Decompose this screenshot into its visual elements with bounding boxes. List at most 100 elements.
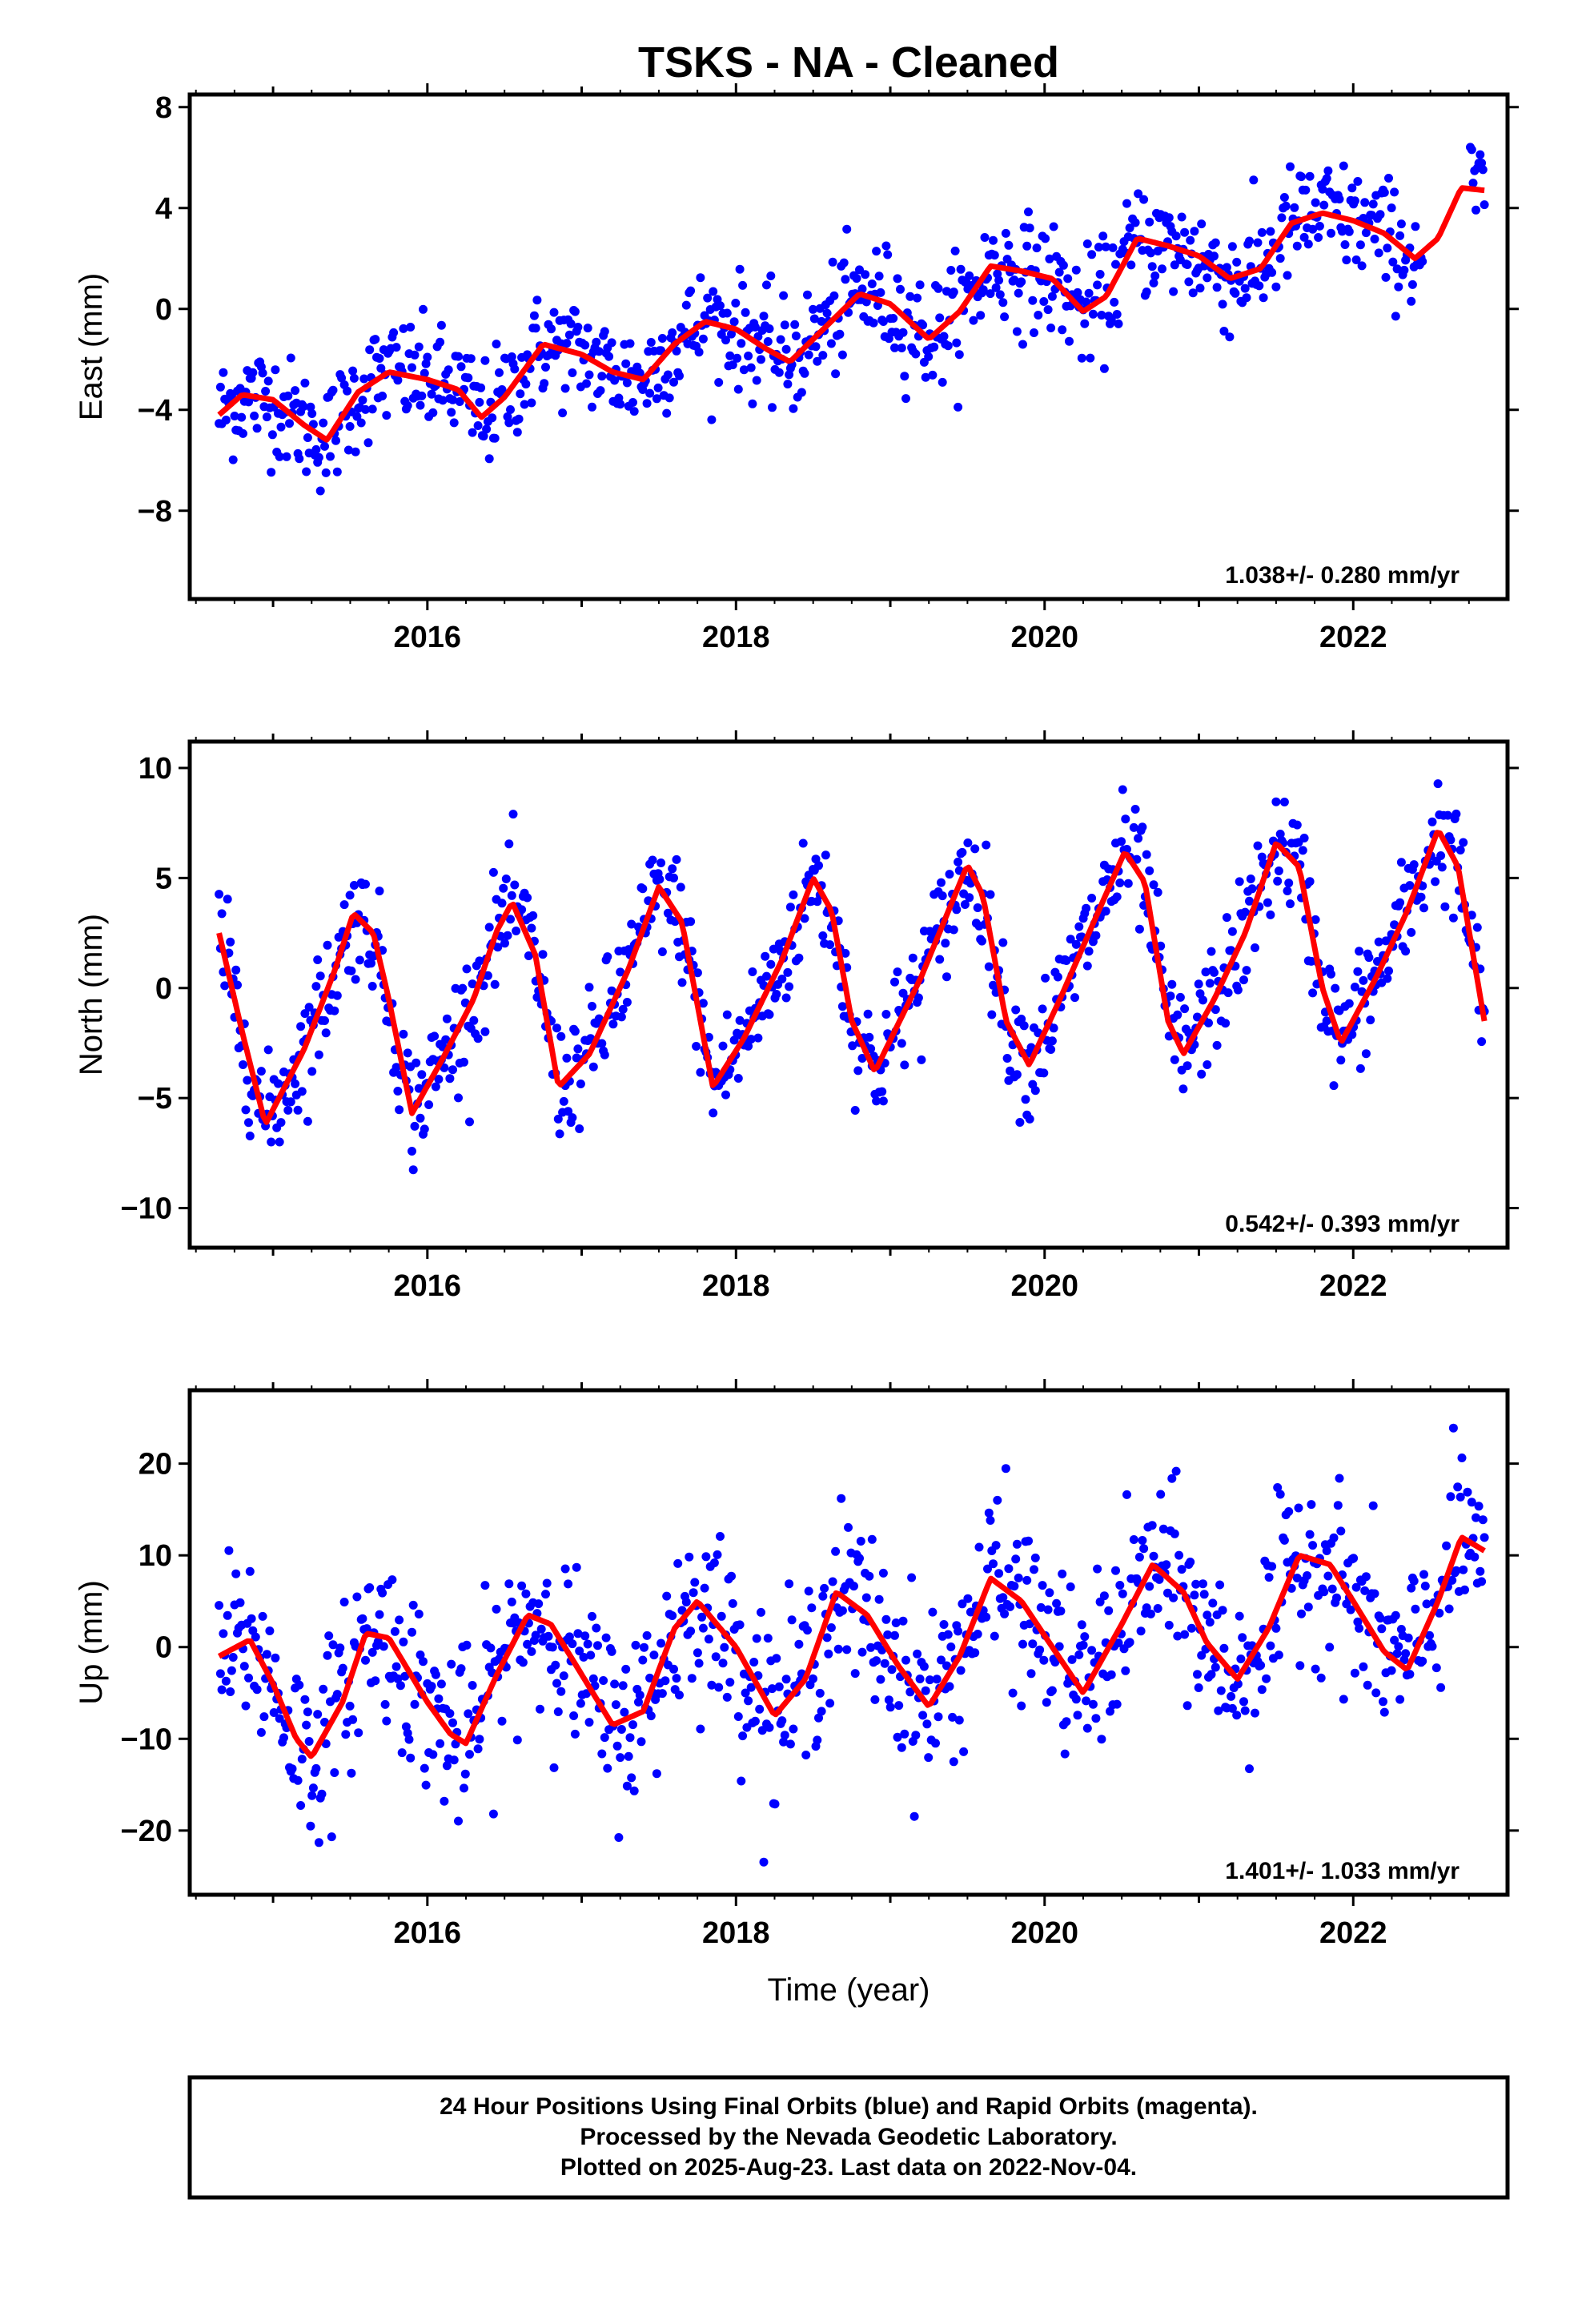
- data-point: [1215, 1580, 1225, 1590]
- data-point: [1427, 1642, 1437, 1651]
- data-point: [714, 378, 724, 387]
- data-point: [1474, 1502, 1484, 1511]
- data-point: [428, 408, 438, 417]
- data-point: [1387, 203, 1396, 213]
- data-point: [486, 1643, 496, 1653]
- data-point: [1446, 1492, 1456, 1502]
- data-point: [750, 1716, 760, 1726]
- data-point: [867, 279, 877, 288]
- data-point: [1211, 1005, 1220, 1015]
- data-point: [759, 1857, 769, 1867]
- data-point: [697, 1612, 707, 1622]
- data-point: [1275, 254, 1285, 263]
- data-point: [1240, 907, 1250, 917]
- data-point: [655, 875, 665, 884]
- data-point: [1169, 287, 1178, 296]
- data-point: [1379, 1697, 1387, 1707]
- data-point: [970, 1648, 980, 1658]
- data-point: [482, 424, 492, 434]
- data-point: [1279, 193, 1289, 202]
- data-point: [521, 380, 531, 389]
- data-point: [1370, 235, 1379, 243]
- data-point: [774, 368, 784, 377]
- data-point: [1211, 238, 1220, 247]
- data-point: [883, 1630, 893, 1639]
- data-point: [765, 1723, 774, 1732]
- data-point: [657, 334, 667, 343]
- data-point: [507, 1597, 516, 1606]
- data-point: [1294, 1503, 1303, 1513]
- data-point: [921, 1686, 930, 1695]
- data-point: [1118, 785, 1127, 794]
- data-point: [293, 1775, 303, 1785]
- data-point: [1418, 1656, 1427, 1666]
- data-point: [1129, 1535, 1138, 1544]
- data-point: [1407, 279, 1417, 289]
- data-point: [345, 1701, 355, 1711]
- data-point: [1043, 305, 1053, 315]
- data-point: [600, 1050, 609, 1059]
- data-point: [1203, 1060, 1212, 1069]
- data-point: [1024, 1536, 1033, 1546]
- data-point: [876, 1675, 885, 1684]
- data-point: [480, 1027, 490, 1036]
- data-point: [1080, 319, 1090, 328]
- data-point: [1110, 297, 1119, 307]
- data-point: [1257, 852, 1267, 862]
- data-point: [600, 1733, 609, 1743]
- data-point: [677, 978, 687, 987]
- data-point: [1186, 1558, 1195, 1566]
- data-point: [640, 1642, 648, 1652]
- data-point: [1347, 1030, 1357, 1039]
- data-point: [687, 1674, 697, 1683]
- data-point: [669, 1664, 678, 1674]
- data-point: [1050, 1658, 1060, 1667]
- data-point: [729, 1035, 739, 1045]
- data-point: [306, 1821, 315, 1831]
- data-point: [1262, 1674, 1271, 1683]
- y-tick-label: 10: [139, 752, 172, 786]
- data-point: [417, 1070, 427, 1080]
- data-point: [984, 1508, 994, 1518]
- data-point: [918, 320, 928, 330]
- data-point: [448, 1718, 457, 1727]
- data-point: [675, 1691, 684, 1700]
- data-point: [1303, 1602, 1313, 1612]
- data-point: [503, 931, 512, 940]
- data-point: [709, 287, 718, 296]
- data-point: [1047, 1036, 1057, 1046]
- data-point: [349, 373, 359, 383]
- data-point: [300, 1009, 310, 1019]
- data-point: [709, 1108, 718, 1118]
- data-point: [541, 363, 550, 372]
- data-point: [672, 346, 681, 356]
- data-point: [656, 858, 666, 867]
- east-y-axis-label: East (mm): [74, 273, 109, 420]
- data-point: [876, 287, 885, 297]
- data-point: [1355, 1063, 1365, 1073]
- data-point: [408, 1147, 416, 1156]
- data-point: [564, 1579, 573, 1589]
- data-point: [949, 287, 958, 297]
- data-point: [1058, 1569, 1067, 1578]
- data-point: [1115, 879, 1125, 887]
- data-point: [1301, 185, 1311, 195]
- data-point: [1039, 297, 1049, 306]
- data-point: [320, 441, 329, 451]
- data-point: [928, 370, 938, 380]
- data-point: [582, 379, 591, 388]
- data-point: [646, 338, 656, 347]
- data-point: [1145, 1582, 1154, 1591]
- data-point: [809, 314, 819, 324]
- data-point: [1375, 1614, 1385, 1623]
- data-point: [1353, 967, 1363, 976]
- north-rate-annotation: 0.542+/- 0.393 mm/yr: [1225, 1211, 1460, 1237]
- data-point: [490, 979, 500, 989]
- data-point: [616, 400, 625, 409]
- data-point: [555, 1129, 564, 1139]
- y-tick-label: 5: [155, 862, 172, 895]
- data-point: [911, 349, 921, 359]
- data-point: [1126, 260, 1136, 270]
- data-point: [850, 1669, 860, 1679]
